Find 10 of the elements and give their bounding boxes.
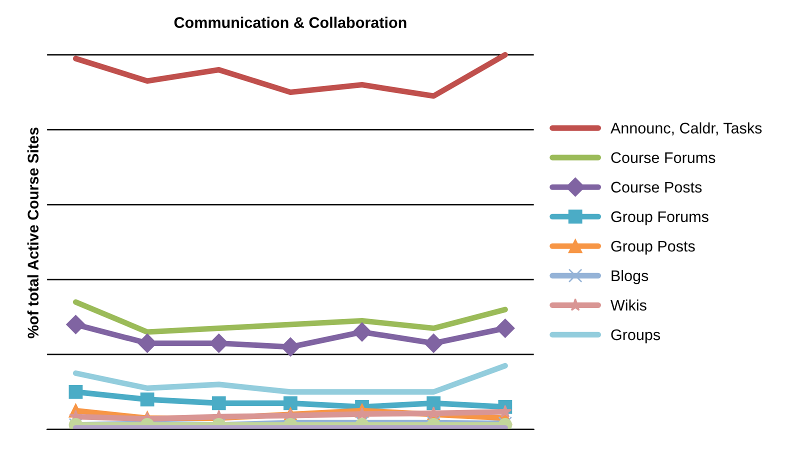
chart-title: Communication & Collaboration <box>174 16 406 28</box>
legend-label: Group Posts <box>611 240 695 255</box>
legend-label: Announc, Caldr, Tasks <box>610 122 762 136</box>
legend-label: Group Forums <box>611 211 708 226</box>
legend-label: Course Posts <box>611 182 702 193</box>
legend-label: Wikis <box>610 299 646 311</box>
legend-label: Groups <box>611 329 660 344</box>
legend-label: Blogs <box>612 270 648 284</box>
legend-label: Course Forums <box>611 152 716 164</box>
y-axis-title: %of total Active Course Sites <box>27 128 39 338</box>
